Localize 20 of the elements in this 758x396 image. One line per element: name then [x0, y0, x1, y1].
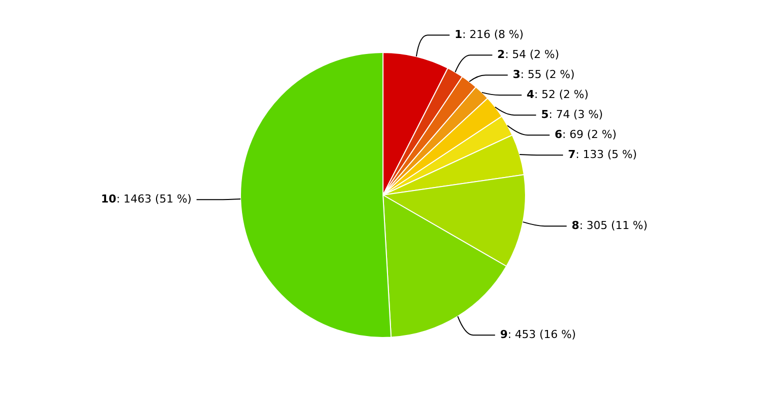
- slice-label: 7: [568, 148, 576, 161]
- data-label: : 216 (8 %): [462, 28, 524, 41]
- data-label: : 69 (2 %): [562, 128, 617, 141]
- slice-label: 10: [101, 192, 117, 206]
- slice-label: 4: [526, 88, 535, 101]
- data-label: : 52 (2 %): [534, 88, 589, 101]
- data-label: : 133 (5 %): [576, 148, 637, 161]
- slice-label: 6: [554, 128, 563, 141]
- slice-label: 9: [500, 328, 508, 341]
- data-label: : 453 (16 %): [508, 328, 576, 341]
- data-label: : 55 (2 %): [520, 68, 575, 81]
- data-label: : 74 (3 %): [548, 108, 603, 121]
- data-label: : 54 (2 %): [504, 48, 560, 61]
- slice-label: 1: [454, 28, 462, 41]
- slice-label: 5: [541, 108, 549, 121]
- data-label: : 1463 (51 %): [116, 192, 192, 206]
- slice-label: 8: [572, 218, 580, 232]
- slice-label: 2: [497, 48, 505, 61]
- data-label: : 305 (11 %): [579, 218, 648, 232]
- slice-label: 3: [512, 68, 520, 81]
